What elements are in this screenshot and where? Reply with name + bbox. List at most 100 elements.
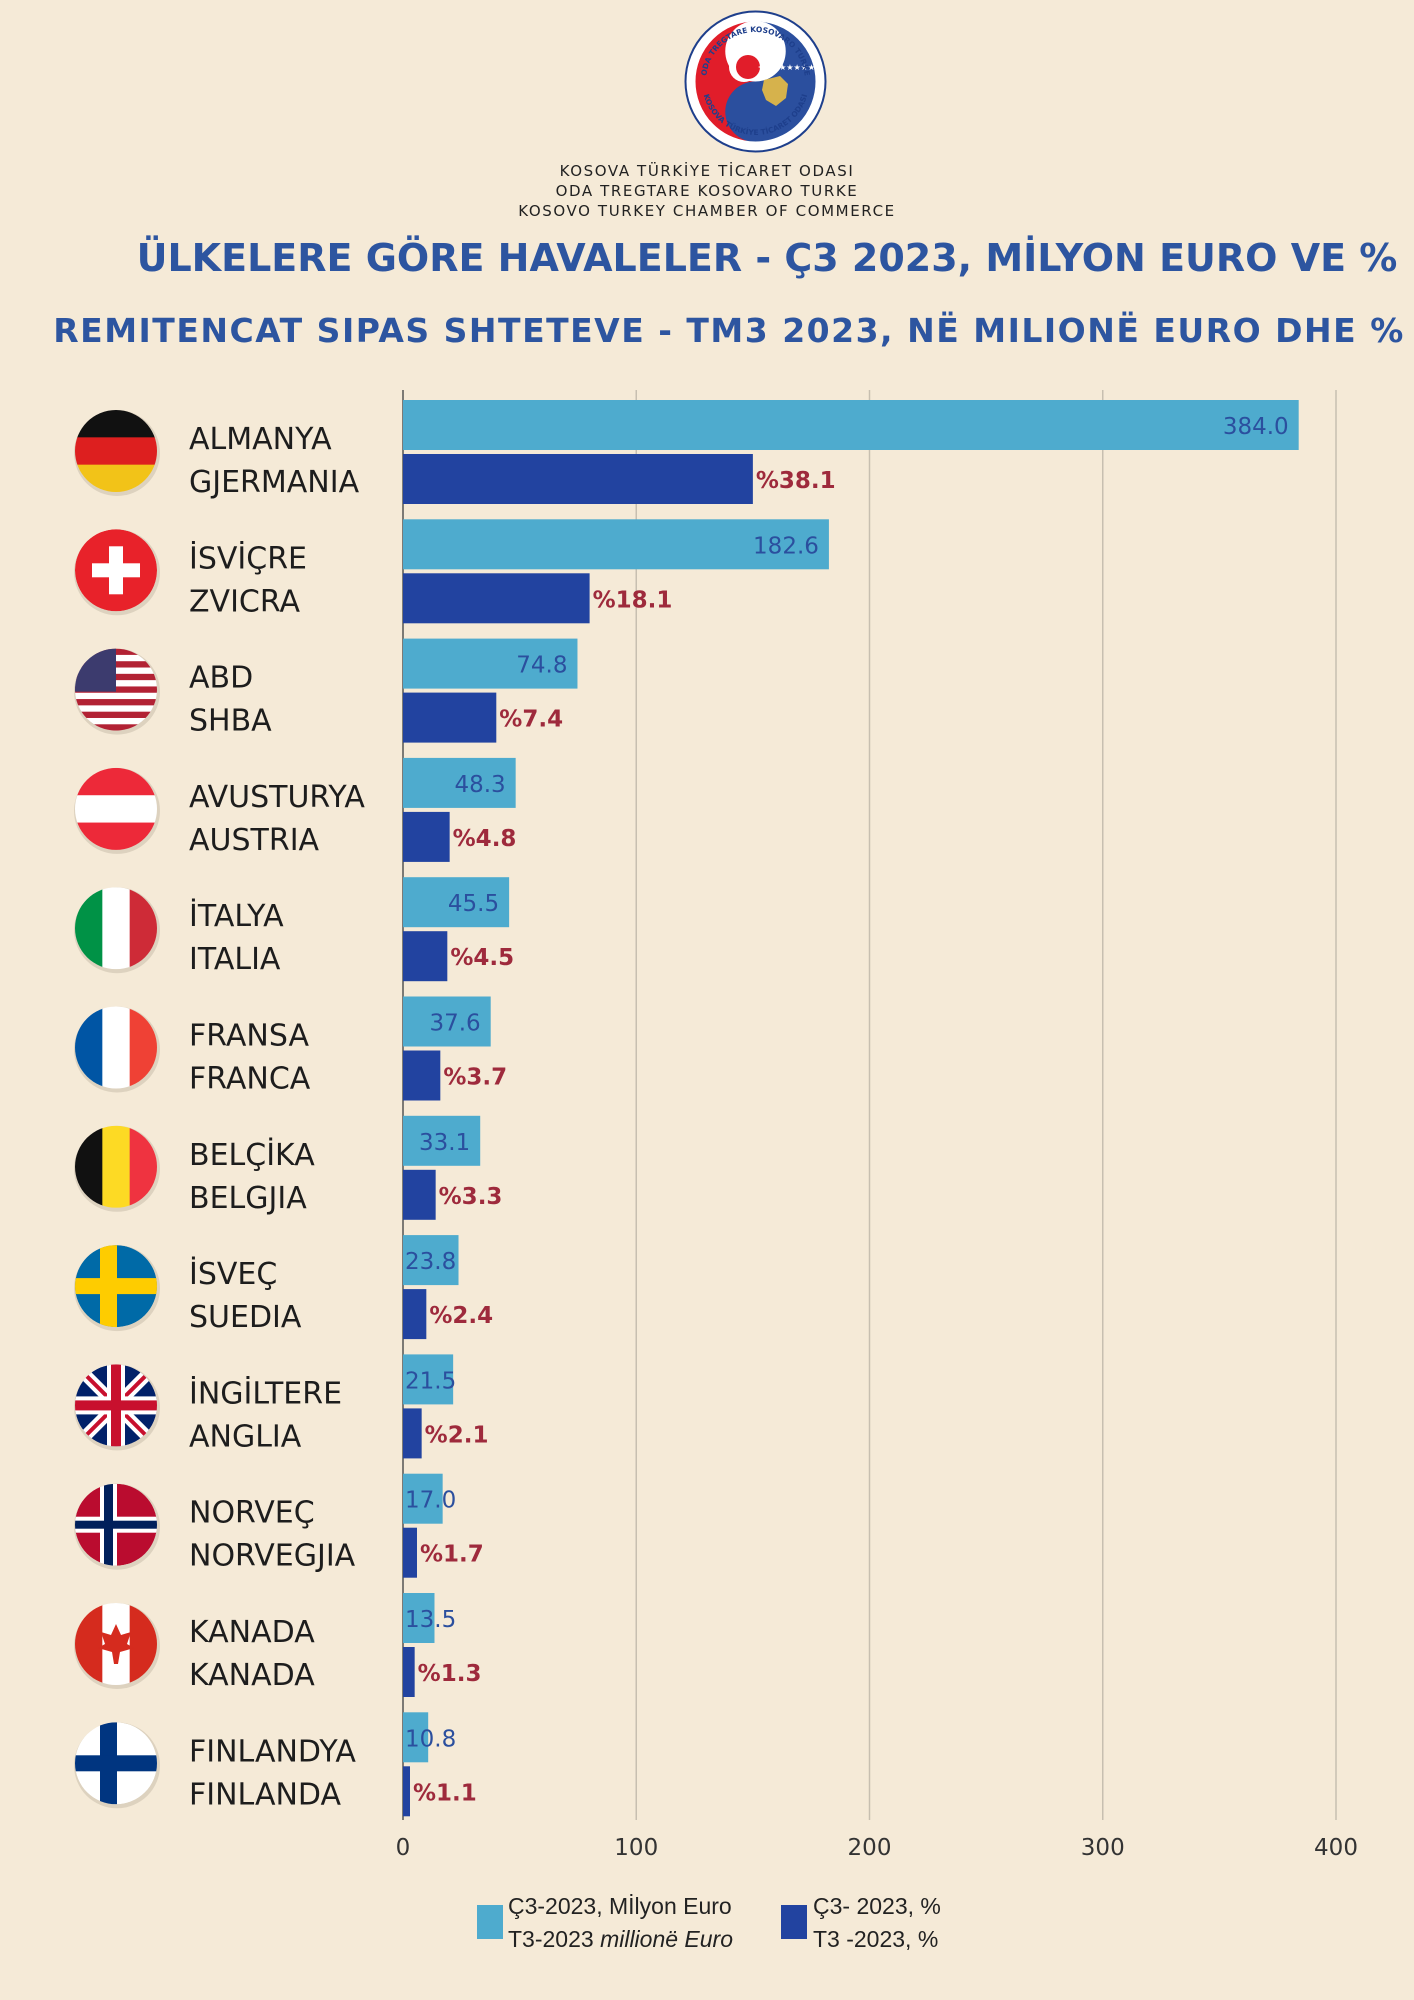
legend-percent-line1: Ç3- 2023, % <box>813 1893 941 1919</box>
x-tick-label: 200 <box>848 1835 892 1861</box>
bar-percent <box>403 692 497 743</box>
data-label-million: 384.0 <box>1223 414 1289 440</box>
country-name-tr: ALMANYA <box>189 422 332 457</box>
data-label-million: 74.8 <box>516 653 567 679</box>
data-label-percent: %38.1 <box>756 468 836 494</box>
bar-million <box>403 877 510 928</box>
country-name-sq: ITALIA <box>189 942 281 977</box>
data-label-percent: %4.8 <box>453 826 517 852</box>
country-name-sq: FINLANDA <box>189 1777 341 1812</box>
country-name-tr: İTALYA <box>189 898 284 934</box>
legend-million-line1: Ç3-2023, Mİlyon Euro <box>508 1893 732 1919</box>
chamber-seal-icon: ★★★★★★ ODA TREGTARE KOSOVARO TURKE KOSOV… <box>684 10 827 153</box>
country-name-tr: BELÇİKA <box>189 1137 315 1173</box>
bar-million <box>403 1473 443 1524</box>
data-label-million: 33.1 <box>419 1130 470 1156</box>
country-name-sq: FRANCA <box>189 1062 311 1097</box>
bar-million <box>403 757 516 808</box>
country-name-tr: İSVEÇ <box>189 1256 277 1292</box>
legend-swatch-percent <box>781 1905 807 1939</box>
germany-flag-icon <box>75 410 157 492</box>
uk-flag-icon <box>75 1364 157 1447</box>
legend-percent-line2: T3 -2023, % <box>813 1926 939 1952</box>
country-name-tr: FRANSA <box>189 1019 309 1054</box>
org-name-en: KOSOVO TURKEY CHAMBER OF COMMERCE <box>518 202 896 220</box>
bar-million <box>403 519 829 570</box>
data-label-million: 10.8 <box>405 1726 456 1752</box>
data-label-million: 21.5 <box>405 1368 456 1394</box>
data-label-million: 13.5 <box>405 1607 456 1633</box>
bar-million <box>403 1354 454 1405</box>
x-tick-label: 100 <box>614 1835 658 1861</box>
country-name-sq: GJERMANIA <box>189 465 360 500</box>
org-name-sq: ODA TREGTARE KOSOVARO TURKE <box>555 182 859 200</box>
bar-percent <box>403 1169 436 1220</box>
data-label-million: 17.0 <box>405 1488 456 1514</box>
bar-percent <box>403 1408 422 1459</box>
italy-flag-icon <box>75 887 157 970</box>
country-name-sq: SHBA <box>189 704 272 739</box>
country-name-tr: NORVEÇ <box>189 1496 315 1531</box>
data-label-percent: %1.1 <box>413 1780 477 1806</box>
bar-percent <box>403 1050 441 1101</box>
data-label-percent: %1.7 <box>420 1542 484 1568</box>
france-flag-icon <box>75 1006 157 1089</box>
country-name-tr: FINLANDYA <box>189 1734 356 1769</box>
country-name-sq: ZVICRA <box>189 584 300 619</box>
data-label-percent: %3.3 <box>439 1184 503 1210</box>
austria-flag-icon <box>75 767 157 850</box>
country-name-tr: KANADA <box>189 1615 315 1650</box>
canada-flag-icon <box>75 1603 157 1685</box>
usa-flag-icon <box>75 648 157 731</box>
legend-swatch-million <box>477 1905 503 1939</box>
svg-text:★★★★★★: ★★★★★★ <box>772 63 815 72</box>
legend-million-italic: millionë Euro <box>600 1926 734 1952</box>
country-name-sq: ANGLIA <box>189 1419 302 1454</box>
data-label-million: 23.8 <box>405 1249 456 1275</box>
data-label-percent: %7.4 <box>499 707 563 733</box>
legend-label-percent: Ç3- 2023, % T3 -2023, % <box>813 1890 941 1956</box>
country-name-sq: SUEDIA <box>189 1300 302 1335</box>
data-label-million: 45.5 <box>448 891 499 917</box>
legend-million-line2: T3-2023 millionë Euro <box>508 1923 733 1956</box>
title-tr: ÜLKELERE GÖRE HAVALELER - Ç3 2023, MİLYO… <box>136 236 1398 280</box>
bar-million <box>403 996 491 1047</box>
data-label-percent: %2.4 <box>429 1303 493 1329</box>
bar-percent <box>403 1289 427 1340</box>
country-name-sq: KANADA <box>189 1658 315 1693</box>
bar-percent <box>403 1647 415 1697</box>
country-name-tr: İSVİÇRE <box>189 540 307 576</box>
country-name-sq: AUSTRIA <box>189 823 320 858</box>
legend-million-prefix: T3-2023 <box>508 1926 601 1952</box>
country-name-sq: NORVEGJIA <box>189 1539 356 1574</box>
finland-flag-icon <box>75 1722 157 1805</box>
title-sq: REMITENCAT SIPAS SHTETEVE - TM3 2023, NË… <box>53 311 1405 350</box>
bar-percent <box>403 1527 417 1578</box>
bar-percent <box>403 454 753 504</box>
legend-label-million: Ç3-2023, Mİlyon Euro T3-2023 millionë Eu… <box>508 1890 733 1956</box>
country-name-tr: İNGİLTERE <box>189 1375 342 1411</box>
belgium-flag-icon <box>75 1125 157 1208</box>
switzerland-flag-icon <box>75 529 157 612</box>
data-label-percent: %3.7 <box>443 1065 507 1091</box>
bar-percent <box>403 1766 410 1817</box>
data-label-million: 48.3 <box>454 772 505 798</box>
x-tick-label: 400 <box>1314 1835 1358 1861</box>
bar-million <box>403 1593 435 1643</box>
bar-million <box>403 638 578 689</box>
bar-million <box>403 400 1299 450</box>
data-label-million: 182.6 <box>753 533 819 559</box>
bar-million <box>403 1712 429 1763</box>
bar-percent <box>403 811 450 862</box>
bar-percent <box>403 573 590 624</box>
sweden-flag-icon <box>75 1245 157 1328</box>
remittance-chart: 0 100 200 300 400 ALMANYA GJERMANIA 384.0 %38.1 İ… <box>74 390 1358 1861</box>
org-name-tr: KOSOVA TÜRKİYE TİCARET ODASI <box>559 162 855 180</box>
bar-million <box>403 1235 459 1286</box>
bar-percent <box>403 931 448 982</box>
chamber-logo: ★★★★★★ ODA TREGTARE KOSOVARO TURKE KOSOV… <box>684 10 827 153</box>
data-label-percent: %1.3 <box>418 1661 482 1687</box>
country-name-sq: BELGJIA <box>189 1181 307 1216</box>
country-name-tr: AVUSTURYA <box>189 780 365 815</box>
data-label-million: 37.6 <box>429 1011 480 1037</box>
